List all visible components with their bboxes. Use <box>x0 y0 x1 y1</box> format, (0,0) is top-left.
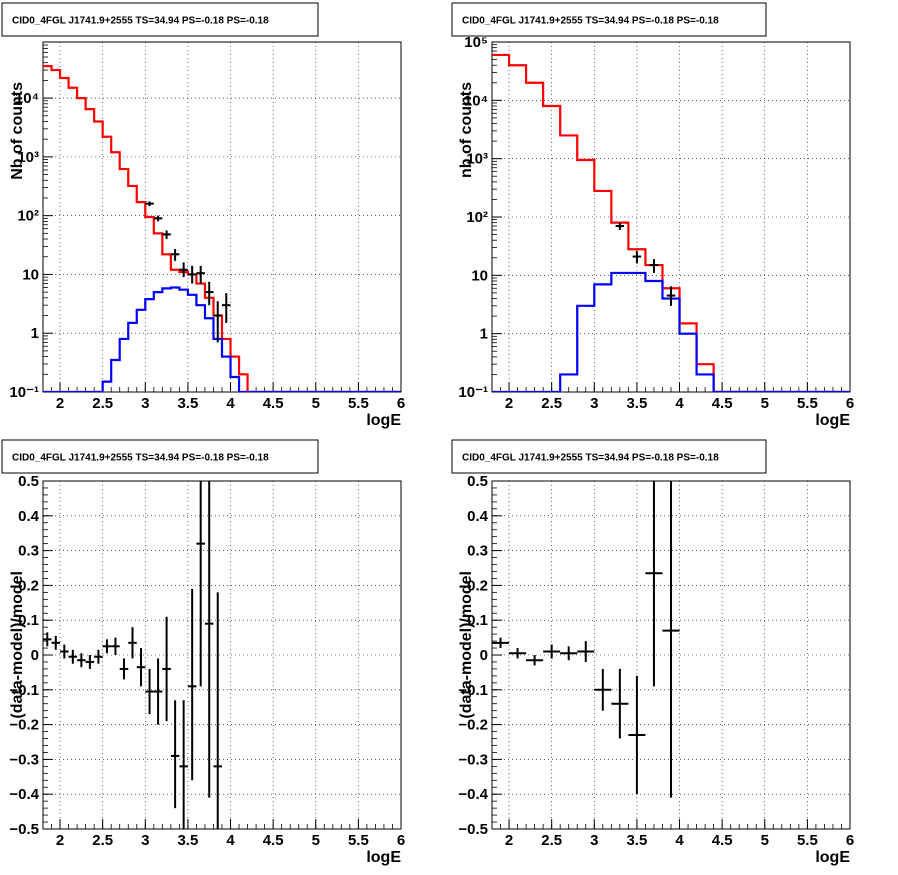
chart-title: CID0_4FGL J1741.9+2555 TS=34.94 PS=-0.18… <box>12 16 269 27</box>
panel-counts-left: CID0_4FGL J1741.9+2555 TS=34.94 PS=-0.18… <box>1 2 405 429</box>
x-axis-label: logE <box>815 849 850 866</box>
x-tick-label: 5.5 <box>797 832 818 849</box>
x-tick-label: 2.5 <box>92 832 113 849</box>
y-tick-label: 0.5 <box>18 473 39 490</box>
y-tick-label: 0.3 <box>18 543 39 560</box>
x-tick-label: 4.5 <box>712 832 733 849</box>
y-tick-label: 1 <box>31 325 39 342</box>
y-tick-label: 0.3 <box>467 543 488 560</box>
x-tick-label: 6 <box>846 832 854 849</box>
y-tick-label: 0.1 <box>18 612 39 629</box>
y-tick-label: 10³ <box>17 149 39 166</box>
y-tick-label: 0.4 <box>467 508 489 525</box>
x-tick-label: 2.5 <box>541 395 562 412</box>
y-axis-label: (data-model)/model <box>9 571 26 719</box>
title-box <box>1 439 319 474</box>
x-tick-label: 5 <box>312 832 320 849</box>
x-tick-label: 5.5 <box>348 832 369 849</box>
x-tick-label: 4 <box>675 395 684 412</box>
y-axis-label: nb of counts <box>458 82 475 178</box>
y-tick-label: 10 <box>471 267 488 284</box>
title-box <box>1 2 319 37</box>
y-tick-label: 0.5 <box>467 473 488 490</box>
y-tick-label: 0.2 <box>18 577 39 594</box>
y-tick-label: −0.1 <box>458 682 488 699</box>
y-tick-label: 0 <box>480 647 488 664</box>
y-tick-label: 0.4 <box>18 508 40 525</box>
x-tick-label: 3 <box>141 395 149 412</box>
x-tick-label: 3 <box>590 395 598 412</box>
y-axis-label: Nb of counts <box>9 82 26 180</box>
chart-title: CID0_4FGL J1741.9+2555 TS=34.94 PS=-0.18… <box>12 453 269 464</box>
y-tick-label: 10⁵ <box>464 34 488 51</box>
y-tick-label: 10² <box>17 208 39 225</box>
y-axis-label: (data-model)/model <box>458 571 475 719</box>
x-tick-label: 4 <box>675 832 684 849</box>
x-tick-label: 4 <box>226 395 235 412</box>
x-tick-label: 3.5 <box>177 832 198 849</box>
x-tick-label: 6 <box>397 395 405 412</box>
y-tick-label: −0.2 <box>9 717 39 734</box>
x-tick-label: 4 <box>226 832 235 849</box>
x-tick-label: 5 <box>761 832 769 849</box>
x-tick-label: 4.5 <box>263 395 284 412</box>
y-tick-label: 10⁴ <box>15 90 39 107</box>
y-tick-label: −0.4 <box>458 786 488 803</box>
y-tick-label: −0.4 <box>9 786 39 803</box>
x-tick-label: 5 <box>312 395 320 412</box>
y-tick-label: −0.3 <box>9 751 39 768</box>
y-tick-label: −0.2 <box>458 717 488 734</box>
x-tick-label: 3 <box>590 832 598 849</box>
y-tick-label: −0.3 <box>458 751 488 768</box>
x-tick-label: 3.5 <box>626 832 647 849</box>
title-box <box>451 439 767 474</box>
x-tick-label: 3 <box>141 832 149 849</box>
x-tick-label: 3.5 <box>626 395 647 412</box>
y-tick-label: 10⁴ <box>464 92 488 109</box>
x-tick-label: 2 <box>56 832 64 849</box>
series-line-source <box>492 271 850 392</box>
x-tick-label: 4.5 <box>712 395 733 412</box>
x-tick-label: 5.5 <box>348 395 369 412</box>
x-tick-label: 2 <box>505 832 513 849</box>
y-tick-label: −0.1 <box>9 682 39 699</box>
x-tick-label: 2.5 <box>541 832 562 849</box>
chart-title: CID0_4FGL J1741.9+2555 TS=34.94 PS=-0.18… <box>462 16 719 27</box>
x-tick-label: 5.5 <box>797 395 818 412</box>
x-axis-label: logE <box>815 412 850 429</box>
x-tick-label: 2.5 <box>92 395 113 412</box>
series-line-model <box>492 53 850 392</box>
x-tick-label: 4.5 <box>263 832 284 849</box>
panel-residuals-left: CID0_4FGL J1741.9+2555 TS=34.94 PS=-0.18… <box>1 439 405 866</box>
y-tick-label: 0.2 <box>467 577 488 594</box>
y-tick-label: 0.1 <box>467 612 488 629</box>
y-tick-label: −0.5 <box>458 821 488 838</box>
y-tick-label: 10³ <box>466 151 488 168</box>
x-tick-label: 6 <box>397 832 405 849</box>
series-line-source <box>43 286 401 392</box>
series-line-model <box>43 65 401 392</box>
x-tick-label: 6 <box>846 395 854 412</box>
x-tick-label: 2 <box>56 395 64 412</box>
chart-title: CID0_4FGL J1741.9+2555 TS=34.94 PS=-0.18… <box>462 453 719 464</box>
x-tick-label: 5 <box>761 395 769 412</box>
x-tick-label: 2 <box>505 395 513 412</box>
y-tick-label: 10⁻¹ <box>458 384 488 401</box>
y-tick-label: −0.5 <box>9 821 39 838</box>
y-tick-label: 10⁻¹ <box>9 384 39 401</box>
panel-residuals-right: CID0_4FGL J1741.9+2555 TS=34.94 PS=-0.18… <box>451 439 854 866</box>
x-axis-label: logE <box>366 412 401 429</box>
y-tick-label: 10 <box>22 266 39 283</box>
x-tick-label: 3.5 <box>177 395 198 412</box>
y-tick-label: 10² <box>466 209 488 226</box>
panel-counts-right: CID0_4FGL J1741.9+2555 TS=34.94 PS=-0.18… <box>451 2 854 429</box>
title-box <box>451 2 767 37</box>
y-tick-label: 0 <box>31 647 39 664</box>
x-axis-label: logE <box>366 849 401 866</box>
y-tick-label: 1 <box>480 326 488 343</box>
